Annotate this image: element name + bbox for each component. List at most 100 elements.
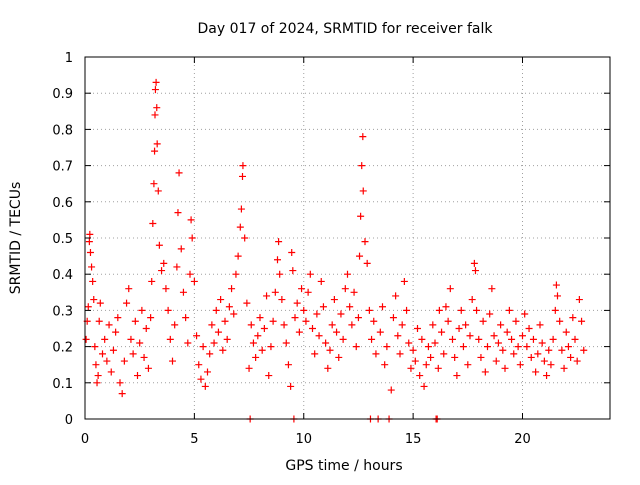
data-point [116, 379, 124, 387]
data-point [306, 270, 314, 278]
data-point [140, 353, 148, 361]
data-point [431, 339, 439, 347]
data-point [195, 361, 203, 369]
data-point [429, 321, 437, 329]
data-point [101, 335, 109, 343]
data-point [317, 277, 325, 285]
data-point [179, 288, 187, 296]
data-point [481, 368, 489, 376]
data-point [177, 245, 185, 253]
data-point [562, 328, 570, 336]
data-point [326, 346, 334, 354]
y-tick-label: 0.8 [52, 123, 73, 138]
data-point [578, 317, 586, 325]
data-point [558, 346, 566, 354]
data-point [552, 281, 560, 289]
x-tick-label: 15 [405, 432, 422, 447]
data-point [275, 238, 283, 246]
data-point [335, 353, 343, 361]
data-point [241, 234, 249, 242]
data-point [462, 321, 470, 329]
data-point [199, 343, 207, 351]
data-point [322, 339, 330, 347]
data-point [420, 382, 428, 390]
data-point [84, 303, 92, 311]
data-point [449, 335, 456, 343]
data-point [120, 357, 128, 365]
data-point [392, 292, 400, 300]
data-point [131, 317, 139, 325]
y-axis-label: SRMTID / TECUs [8, 182, 24, 295]
data-point [90, 296, 98, 304]
x-tick-label: 20 [514, 432, 531, 447]
data-point [276, 270, 284, 278]
data-point [158, 267, 166, 275]
data-point [407, 364, 415, 372]
data-point [247, 321, 255, 329]
data-point [540, 357, 548, 365]
data-point [376, 328, 384, 336]
data-point [127, 335, 135, 343]
data-point [479, 317, 487, 325]
data-point [505, 306, 513, 314]
data-point [536, 321, 544, 329]
data-point [256, 314, 264, 322]
data-point [162, 285, 170, 293]
data-point [151, 111, 159, 119]
data-point [575, 296, 583, 304]
data-point [418, 335, 426, 343]
data-point [274, 256, 281, 264]
data-point [492, 357, 500, 365]
x-tick-label: 0 [81, 432, 89, 447]
y-tick-label: 0.6 [52, 196, 73, 211]
data-point [490, 332, 498, 340]
data-point [547, 361, 555, 369]
data-point [473, 306, 481, 314]
data-point [94, 372, 102, 380]
data-point [160, 259, 168, 267]
data-point [288, 248, 296, 256]
data-point [569, 314, 577, 322]
data-point [105, 321, 113, 329]
data-point [354, 314, 362, 322]
data-point [571, 335, 579, 343]
data-point [567, 353, 575, 361]
data-point [295, 328, 303, 336]
data-point [580, 346, 588, 354]
data-point [269, 317, 277, 325]
data-point [298, 285, 306, 293]
data-point [551, 306, 559, 314]
data-point [174, 209, 182, 217]
data-point [486, 310, 494, 318]
data-point [387, 386, 395, 394]
data-point [82, 335, 90, 343]
data-point [138, 306, 146, 314]
y-tick-label: 0.1 [52, 377, 73, 392]
data-point [107, 368, 115, 376]
data-point [359, 187, 367, 195]
data-point [212, 306, 220, 314]
data-point [134, 372, 141, 380]
data-point [99, 350, 106, 358]
data-point [254, 332, 262, 340]
data-point [556, 317, 564, 325]
data-point [315, 332, 323, 340]
data-point [471, 267, 479, 275]
data-point [88, 263, 96, 271]
data-point [356, 252, 364, 260]
data-point [91, 343, 99, 351]
data-point [339, 335, 347, 343]
data-point [516, 361, 524, 369]
data-point [304, 288, 312, 296]
data-point [95, 317, 103, 325]
data-point [538, 339, 546, 347]
data-point [252, 353, 260, 361]
data-point [151, 147, 159, 155]
data-point [440, 350, 448, 358]
data-point [153, 140, 161, 148]
data-point [197, 375, 205, 383]
data-point [243, 299, 251, 307]
data-point [488, 285, 496, 293]
data-point [389, 314, 397, 322]
